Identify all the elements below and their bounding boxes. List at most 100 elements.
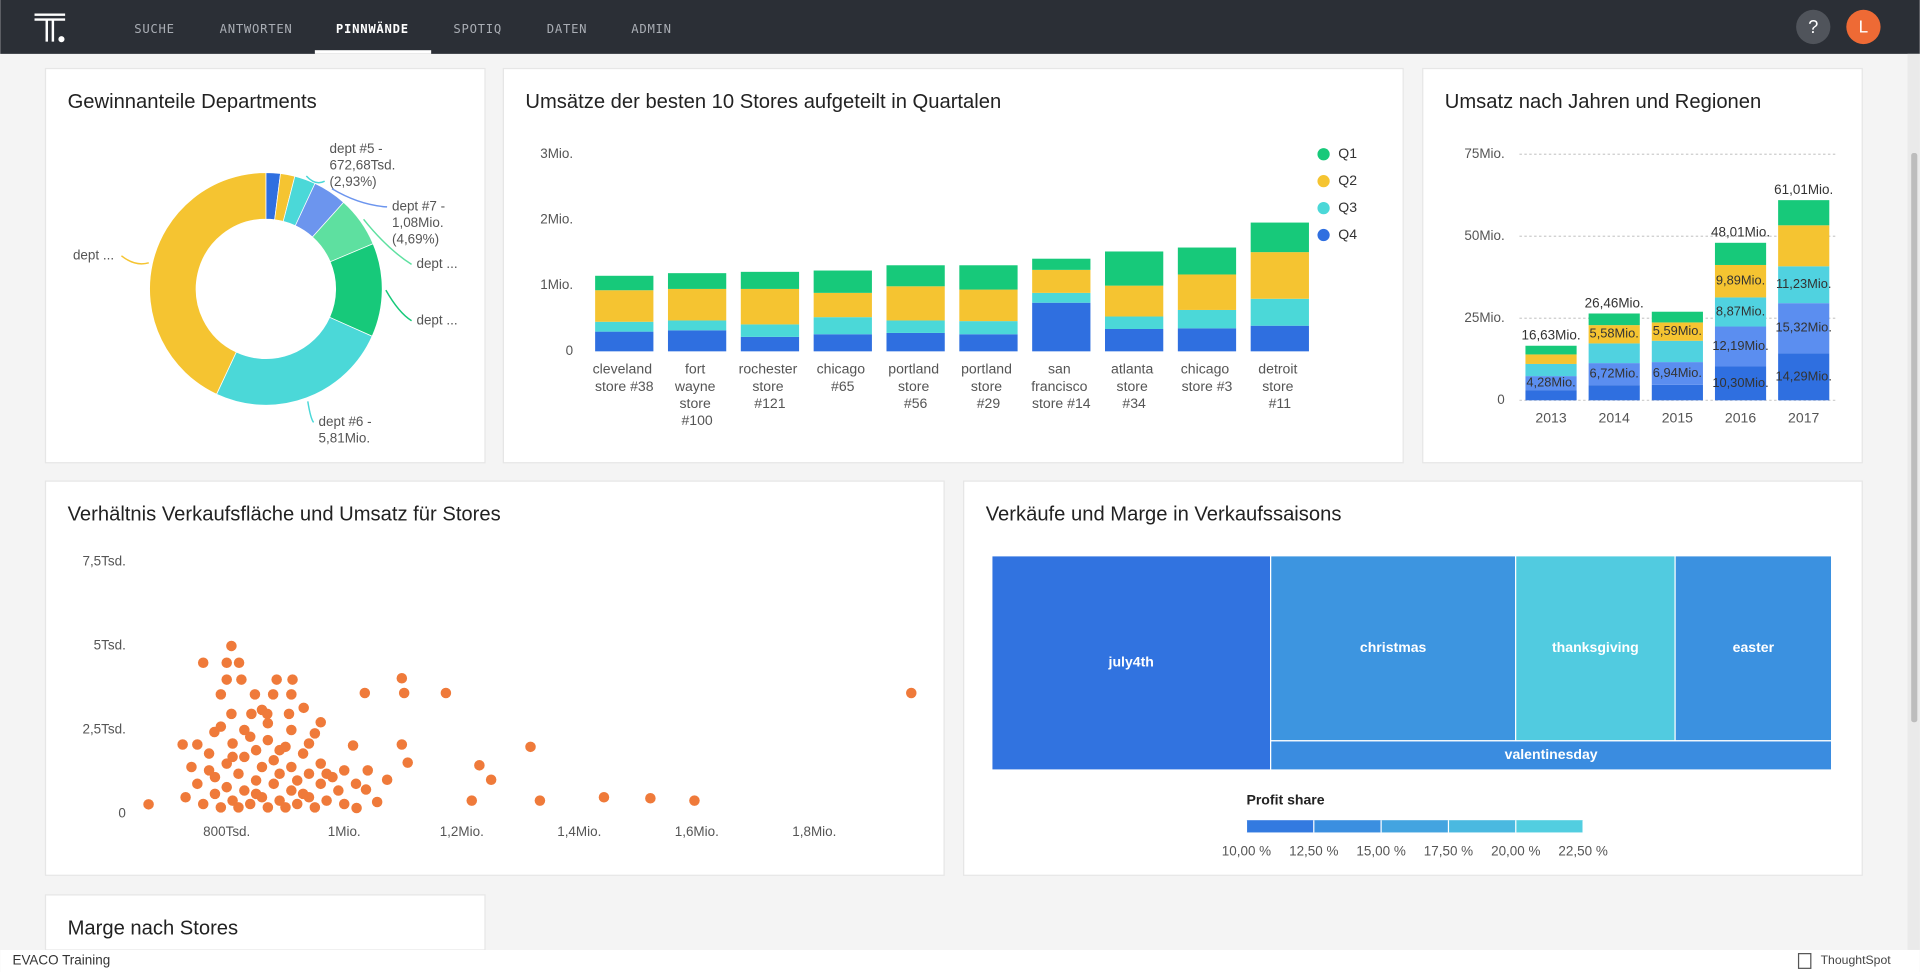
data-label: 5,59Mio. xyxy=(1653,323,1702,338)
leader-line xyxy=(120,255,149,265)
x-tick-label: 2015 xyxy=(1662,409,1693,425)
bar-segment xyxy=(1588,343,1640,364)
scatter-point xyxy=(440,687,452,699)
nav-item[interactable]: PINNWÄNDE xyxy=(336,21,409,36)
slice-label: 672,68Tsd. xyxy=(330,157,396,172)
scatter-point xyxy=(226,640,237,652)
legend-swatch xyxy=(1448,820,1516,833)
scatter-point xyxy=(351,802,362,814)
nav-item[interactable]: SUCHE xyxy=(134,22,175,36)
bar-segment xyxy=(1105,316,1164,330)
x-tick-label: 1,8Mio. xyxy=(792,824,836,839)
bar-segment xyxy=(1525,363,1577,377)
nav-item[interactable]: DATEN xyxy=(547,22,588,36)
treemap-cell[interactable] xyxy=(1674,555,1833,742)
scatter-point xyxy=(221,657,232,669)
bar-segment xyxy=(1714,264,1767,298)
avatar-letter[interactable]: L xyxy=(1859,17,1869,37)
bar-segment xyxy=(1588,363,1640,386)
scatter-point xyxy=(287,674,298,685)
nav-bar xyxy=(0,0,1920,54)
scatter-point xyxy=(250,775,262,786)
scatter-point xyxy=(267,689,279,700)
scatter-point xyxy=(262,718,274,729)
scatter-point xyxy=(249,689,261,700)
scatter-point xyxy=(246,708,257,720)
scatter-point xyxy=(303,738,315,749)
nav-item[interactable]: SPOTIQ xyxy=(453,22,502,36)
slice-label: dept ... xyxy=(416,312,457,327)
scatter-point xyxy=(291,775,303,786)
x-tick-label: chicago store #3 xyxy=(1181,360,1233,393)
y-tick-label: 1Mio. xyxy=(540,277,573,292)
scatter-point xyxy=(286,689,297,700)
logo[interactable] xyxy=(34,13,66,43)
help-icon[interactable]: ? xyxy=(1808,16,1818,37)
chart-title: Verkäufe und Marge in Verkaufssaisons xyxy=(986,504,1342,526)
x-tick-label: chicago #65 xyxy=(817,360,869,393)
scatter-point xyxy=(256,704,268,716)
slice-label: (4,69%) xyxy=(392,232,439,247)
scatter-point xyxy=(221,674,232,685)
y-tick-label: 25Mio. xyxy=(1464,310,1504,325)
scatter-point xyxy=(203,748,215,759)
scatter-point xyxy=(321,795,332,806)
bar-segment xyxy=(1032,302,1091,352)
scatter-point xyxy=(143,799,154,810)
slice-label: dept ... xyxy=(73,247,114,262)
leader-line xyxy=(363,218,412,266)
donut-chart: dept #5 -672,68Tsd. (2,93%) dept #7 - 1,08M… xyxy=(73,141,458,446)
y-tick-label: 3Mio. xyxy=(540,146,573,161)
scroll-thumb[interactable] xyxy=(1911,153,1918,723)
legend-label[interactable]: Q3 xyxy=(1338,199,1357,215)
x-tick-label: 1,2Mio. xyxy=(440,824,484,839)
nav-item[interactable]: ANTWORTEN xyxy=(220,22,293,36)
bar-segment xyxy=(1177,274,1237,310)
scatter-point xyxy=(297,748,309,759)
scatter-point xyxy=(466,795,478,806)
treemap-cell[interactable] xyxy=(1270,740,1833,771)
legend-label[interactable]: Q4 xyxy=(1338,226,1357,242)
slice-label: dept #5 - xyxy=(330,141,383,156)
bar-segment xyxy=(1588,385,1640,401)
data-label: 8,87Mio. xyxy=(1716,303,1765,318)
data-label: 10,30Mio. xyxy=(1712,375,1768,390)
bar-segment xyxy=(1651,322,1703,341)
bar-segment xyxy=(1714,297,1767,327)
scatter-point xyxy=(233,802,244,813)
scatter-point xyxy=(283,708,295,720)
treemap-cell[interactable] xyxy=(991,555,1272,771)
scatter-point xyxy=(209,788,221,800)
scatter-point xyxy=(250,744,262,756)
bar-segment xyxy=(886,265,945,287)
bar-segment xyxy=(1651,384,1703,401)
legend-tick-label: 17,50 % xyxy=(1424,844,1473,859)
legend-label[interactable]: Q1 xyxy=(1338,145,1357,161)
legend-swatch xyxy=(1313,820,1382,833)
data-label: 14,29Mio. xyxy=(1776,368,1832,383)
total-label: 16,63Mio. xyxy=(1521,328,1580,343)
y-tick-label: 5Tsd. xyxy=(94,638,126,653)
scatter-point xyxy=(303,768,315,779)
bar-segment xyxy=(1177,328,1237,352)
bar-segment xyxy=(1032,269,1091,293)
bar-segment xyxy=(886,332,945,352)
scatter-point xyxy=(203,765,215,776)
treemap-cell[interactable] xyxy=(1270,555,1517,742)
data-label: 5,58Mio. xyxy=(1590,326,1639,341)
footer xyxy=(0,949,1920,972)
legend-label[interactable]: Q2 xyxy=(1338,172,1357,188)
x-tick-label: 1Mio. xyxy=(328,824,361,839)
nav-item[interactable]: ADMIN xyxy=(631,22,672,36)
bar-segment xyxy=(886,320,945,333)
treemap-cell[interactable] xyxy=(1515,555,1676,742)
bar-segment xyxy=(1651,362,1703,385)
avatar[interactable] xyxy=(1846,9,1881,45)
scatter-point xyxy=(398,687,410,699)
x-tick-label: rochester store #121 xyxy=(739,360,802,410)
bar-segment xyxy=(1778,303,1830,354)
slice-label: dept #6 - xyxy=(319,414,372,429)
help-button[interactable] xyxy=(1796,9,1831,45)
scatter-point xyxy=(227,751,238,763)
